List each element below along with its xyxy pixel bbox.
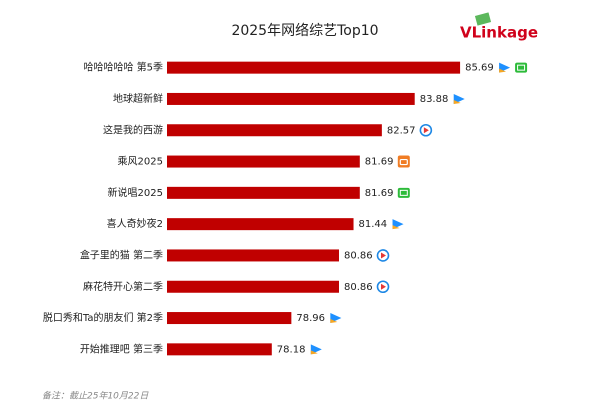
platform-icon [310,350,318,355]
platform-icon [330,319,338,324]
bar [167,124,382,137]
platform-icon [517,64,526,71]
bar [167,343,272,356]
platform-icon [397,155,410,168]
bar [167,249,339,262]
bar [167,92,415,105]
logo-mark [474,12,492,26]
y-tick-label: 喜人奇妙夜2 [107,217,163,230]
platform-icon [423,127,429,134]
platform-icon [453,99,461,104]
value-label: 78.18 [277,344,306,355]
bar [167,155,360,168]
value-label: 81.69 [365,188,394,199]
bar [167,218,354,231]
y-tick-label: 新说唱2025 [108,186,163,199]
y-tick-label: 脱口秀和Ta的朋友们 第2季 [43,311,163,324]
value-label: 83.88 [420,94,449,105]
platform-icon [380,252,386,259]
y-tick-label: 这是我的西游 [103,123,163,136]
bar [167,186,360,199]
y-tick-label: 开始推理吧 第三季 [80,342,163,355]
value-label: 85.69 [465,63,494,74]
note: 备注：截止25年10月22日 [42,391,149,402]
y-tick-label: 哈哈哈哈哈 第5季 [83,61,163,74]
value-label: 80.86 [344,282,373,293]
logo: VLinkage [460,24,538,42]
platform-icon [397,187,410,198]
platform-icon [380,283,386,290]
platform-icon [399,158,408,166]
y-tick-label: 麻花特开心第二季 [83,280,163,293]
value-label: 81.69 [365,157,394,168]
bar [167,312,292,325]
y-tick-label: 乘风2025 [118,156,163,168]
bar [167,61,461,74]
platform-icon [499,68,507,73]
y-tick-label: 地球超新鲜 [113,92,163,105]
platform-icon [392,225,400,230]
platform-icon [399,189,408,196]
value-label: 82.57 [387,125,416,136]
value-label: 81.44 [359,219,388,230]
value-label: 80.86 [344,250,373,261]
bar [167,280,339,293]
y-tick-label: 盒子里的猫 第二季 [80,248,163,261]
value-label: 78.96 [296,313,325,324]
chart-title: 2025年网络综艺Top10 [231,23,378,39]
platform-icon [515,62,528,73]
